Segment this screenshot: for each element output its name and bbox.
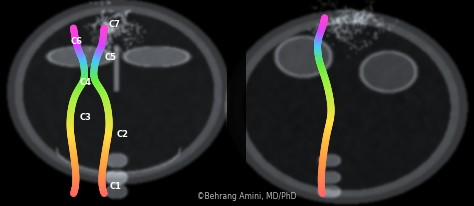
Text: C5: C5 — [104, 53, 116, 62]
Text: C3: C3 — [80, 113, 91, 122]
Text: C1: C1 — [110, 181, 122, 190]
Text: C6: C6 — [70, 37, 82, 46]
Text: C2: C2 — [116, 129, 128, 138]
Text: C7: C7 — [109, 20, 121, 29]
Text: ©Behrang Amini, MD/PhD: ©Behrang Amini, MD/PhD — [197, 191, 296, 200]
Text: C4: C4 — [80, 78, 91, 87]
